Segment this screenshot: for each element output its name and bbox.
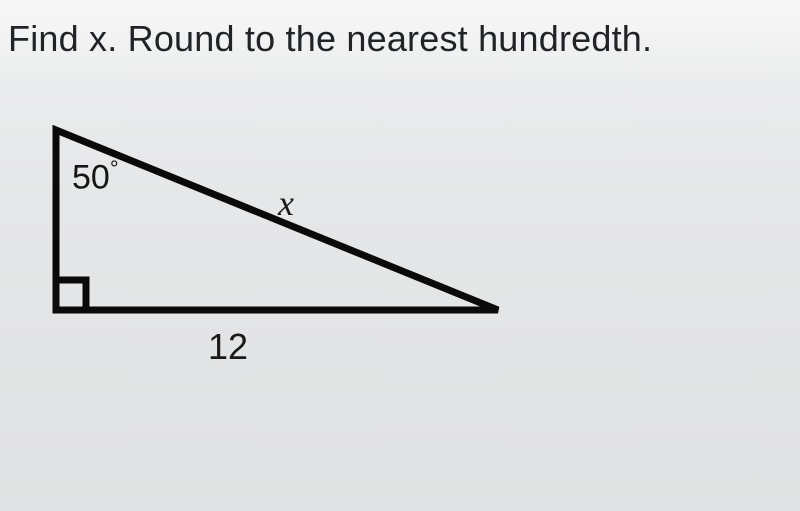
triangle-diagram: 50° x 12 xyxy=(28,130,528,450)
angle-label: 50° xyxy=(72,156,119,197)
hypotenuse-label: x xyxy=(278,182,294,224)
angle-value: 50 xyxy=(72,158,110,196)
question-text: Find x. Round to the nearest hundredth. xyxy=(8,18,652,60)
base-label: 12 xyxy=(208,326,248,368)
right-angle-marker xyxy=(56,280,86,310)
triangle-outline xyxy=(56,130,498,310)
degree-symbol: ° xyxy=(110,156,119,181)
